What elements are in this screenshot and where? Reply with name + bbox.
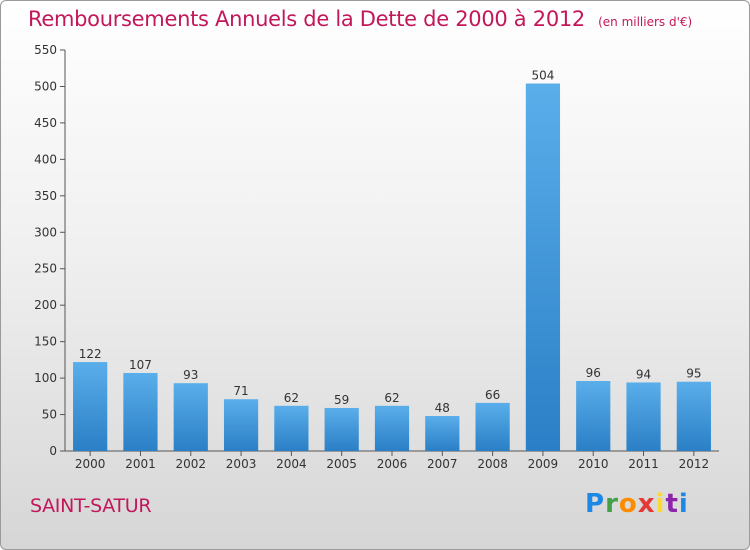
y-tick-label: 450 (34, 116, 57, 130)
x-tick-label: 2009 (528, 457, 559, 471)
data-label: 59 (334, 393, 349, 407)
data-label: 93 (183, 368, 198, 382)
x-tick-label: 2007 (427, 457, 458, 471)
x-tick-label: 2003 (226, 457, 257, 471)
bar (324, 407, 359, 451)
x-tick-label: 2008 (477, 457, 508, 471)
x-tick-label: 2006 (377, 457, 408, 471)
data-label: 62 (284, 391, 299, 405)
bar (475, 402, 510, 451)
y-tick-label: 300 (34, 225, 57, 239)
bar (626, 382, 661, 451)
bar (576, 381, 611, 451)
data-label: 94 (636, 367, 651, 381)
y-tick-label: 500 (34, 79, 57, 93)
x-axis: 2000 2001 2002 2003 2004 2005 2006 2007 2008 2009… (65, 450, 719, 471)
data-label: 48 (435, 401, 450, 415)
x-tick-label: 2012 (679, 457, 710, 471)
logo-letter: r (605, 489, 619, 519)
bar (374, 405, 410, 451)
x-tick-label: 2010 (578, 457, 609, 471)
data-label: 66 (485, 388, 500, 402)
logo-letter: t (665, 489, 679, 519)
chart-title-row: Remboursements Annuels de la Dette de 20… (28, 7, 692, 31)
data-label: 71 (233, 384, 248, 398)
x-tick-label: 2004 (276, 457, 307, 471)
logo-letter: P (585, 489, 606, 519)
x-tick-label: 2001 (125, 457, 156, 471)
chart-title: Remboursements Annuels de la Dette de 20… (28, 7, 585, 31)
chart-unit: (en milliers d'€) (598, 15, 693, 29)
logo-letter: o (618, 489, 638, 519)
proxiti-logo: Proxiti (585, 489, 689, 519)
y-tick-label: 150 (34, 335, 57, 349)
y-tick-label: 50 (42, 408, 57, 422)
y-tick-label: 250 (34, 262, 57, 276)
bar (73, 362, 108, 451)
y-tick-label: 100 (34, 371, 57, 385)
y-tick-label: 0 (49, 444, 57, 458)
y-tick-label: 200 (34, 298, 57, 312)
x-tick-label: 2011 (628, 457, 659, 471)
data-label: 95 (686, 367, 701, 381)
logo-letter: i (655, 489, 666, 519)
logo-letter: x (637, 489, 656, 519)
bar (173, 383, 208, 451)
commune-name: SAINT-SATUR (30, 495, 152, 517)
bar (425, 416, 460, 451)
x-tick-label: 2002 (175, 457, 206, 471)
data-label: 107 (129, 358, 152, 372)
y-tick-label: 400 (34, 152, 57, 166)
data-label: 504 (531, 69, 554, 83)
y-axis: 0 50 100 150 200 250 300 350 400 450 500 550 (34, 43, 66, 458)
data-label: 122 (79, 347, 102, 361)
bar (123, 372, 158, 451)
bar (525, 83, 561, 452)
bars: 122 107 93 71 62 59 62 48 66 504 96 94 95 (73, 69, 711, 452)
bar (274, 405, 309, 451)
x-tick-label: 2000 (75, 457, 106, 471)
y-tick-label: 350 (34, 189, 57, 203)
logo-letter: i (678, 489, 689, 519)
data-label: 62 (384, 391, 399, 405)
bar (676, 381, 711, 451)
x-tick-label: 2005 (326, 457, 357, 471)
y-tick-label: 550 (34, 43, 57, 57)
bar (223, 399, 259, 451)
data-label: 96 (586, 366, 601, 380)
